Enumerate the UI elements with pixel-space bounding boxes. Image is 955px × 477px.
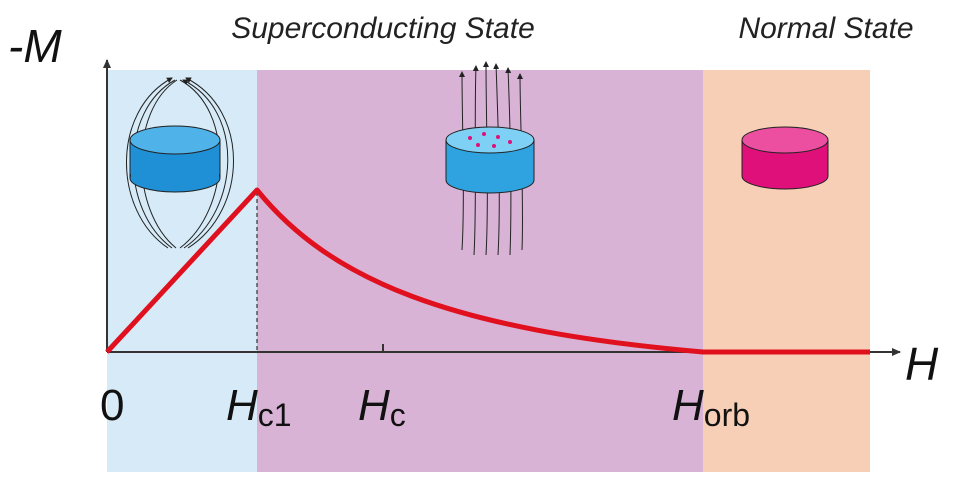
meissner-cylinder (130, 126, 220, 192)
normal-cylinder (742, 127, 828, 189)
vortex-cylinder (446, 127, 534, 193)
region-label: Normal State (738, 12, 913, 45)
x-mark-main: H (358, 381, 390, 430)
x-mark-sub: orb (704, 397, 750, 433)
diagram: -M H Superconducting State Normal State … (0, 0, 955, 472)
x-mark-main: H (226, 381, 258, 430)
region-label: Superconducting State (231, 12, 535, 45)
y-label: -M (8, 20, 62, 72)
x-mark: 0 (100, 381, 124, 430)
x-mark-main: H (672, 381, 704, 430)
x-mark-sub: c1 (258, 397, 292, 433)
x-label: H (905, 338, 939, 390)
x-mark-sub: c (390, 397, 406, 433)
